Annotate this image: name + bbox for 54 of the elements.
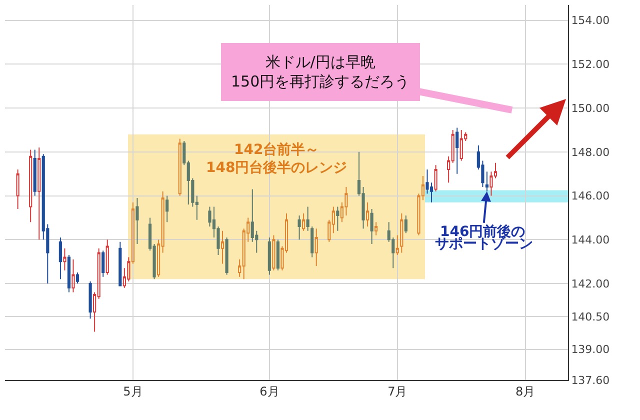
candlestick xyxy=(336,206,340,232)
y-tick-label: 150.00 xyxy=(571,102,610,115)
y-tick-label: 154.00 xyxy=(571,14,610,28)
candlestick xyxy=(72,258,75,293)
candlestick xyxy=(396,234,399,256)
candlestick xyxy=(298,215,301,240)
annotation: 米ドル/円は早晩 150円を再打診するだろう xyxy=(231,53,410,90)
candlestick xyxy=(456,127,459,174)
candlestick xyxy=(400,212,404,254)
candlestick xyxy=(268,236,271,276)
candlestick xyxy=(88,280,92,320)
x-tick-label: 8月 xyxy=(516,384,536,398)
candlestick xyxy=(178,138,182,196)
y-tick-label: 139.00 xyxy=(571,343,610,356)
y-tick-label: 146.00 xyxy=(571,190,610,203)
candlestick xyxy=(314,228,318,266)
candlestick xyxy=(220,230,224,264)
candlestick xyxy=(366,202,370,227)
candlestick xyxy=(485,171,489,192)
x-tick-label: 6月 xyxy=(260,384,280,398)
candlestick xyxy=(374,222,378,236)
candlestick xyxy=(33,149,36,196)
candlestick xyxy=(166,195,169,223)
candlestick xyxy=(63,248,66,271)
y-tick-label: 152.00 xyxy=(571,58,610,72)
candlestick xyxy=(38,147,41,240)
candlestick xyxy=(76,272,80,284)
candlestick xyxy=(272,234,276,271)
candlestick xyxy=(434,164,438,192)
y-tick-label: 137.60 xyxy=(571,374,610,387)
x-tick-label: 7月 xyxy=(388,384,408,398)
candlestick xyxy=(67,254,71,293)
candlestick xyxy=(302,212,306,232)
candlestick xyxy=(29,149,32,223)
band-label: 142台前半～ 148円台後半のレンジ xyxy=(206,142,348,176)
candlestick xyxy=(106,239,109,276)
y-tick-label: 144.00 xyxy=(571,234,610,246)
candlestick xyxy=(136,197,139,245)
y-tick-label: 148.00 xyxy=(571,146,610,159)
candlestick xyxy=(16,168,20,210)
candlestick xyxy=(460,130,463,162)
x-tick-label: 5月 xyxy=(123,384,143,398)
candlestick xyxy=(370,208,374,245)
y-tick-label: 142.00 xyxy=(571,277,610,290)
candlestick xyxy=(118,241,122,286)
candlestick xyxy=(225,236,228,276)
candlestick xyxy=(131,202,134,264)
candlestick xyxy=(102,250,105,278)
y-tick-label: 140.50 xyxy=(571,310,610,324)
candlestick xyxy=(276,239,280,271)
candlestick xyxy=(404,215,408,234)
candlestick xyxy=(310,226,314,258)
candlestick xyxy=(306,206,310,232)
candlestick xyxy=(58,236,62,280)
